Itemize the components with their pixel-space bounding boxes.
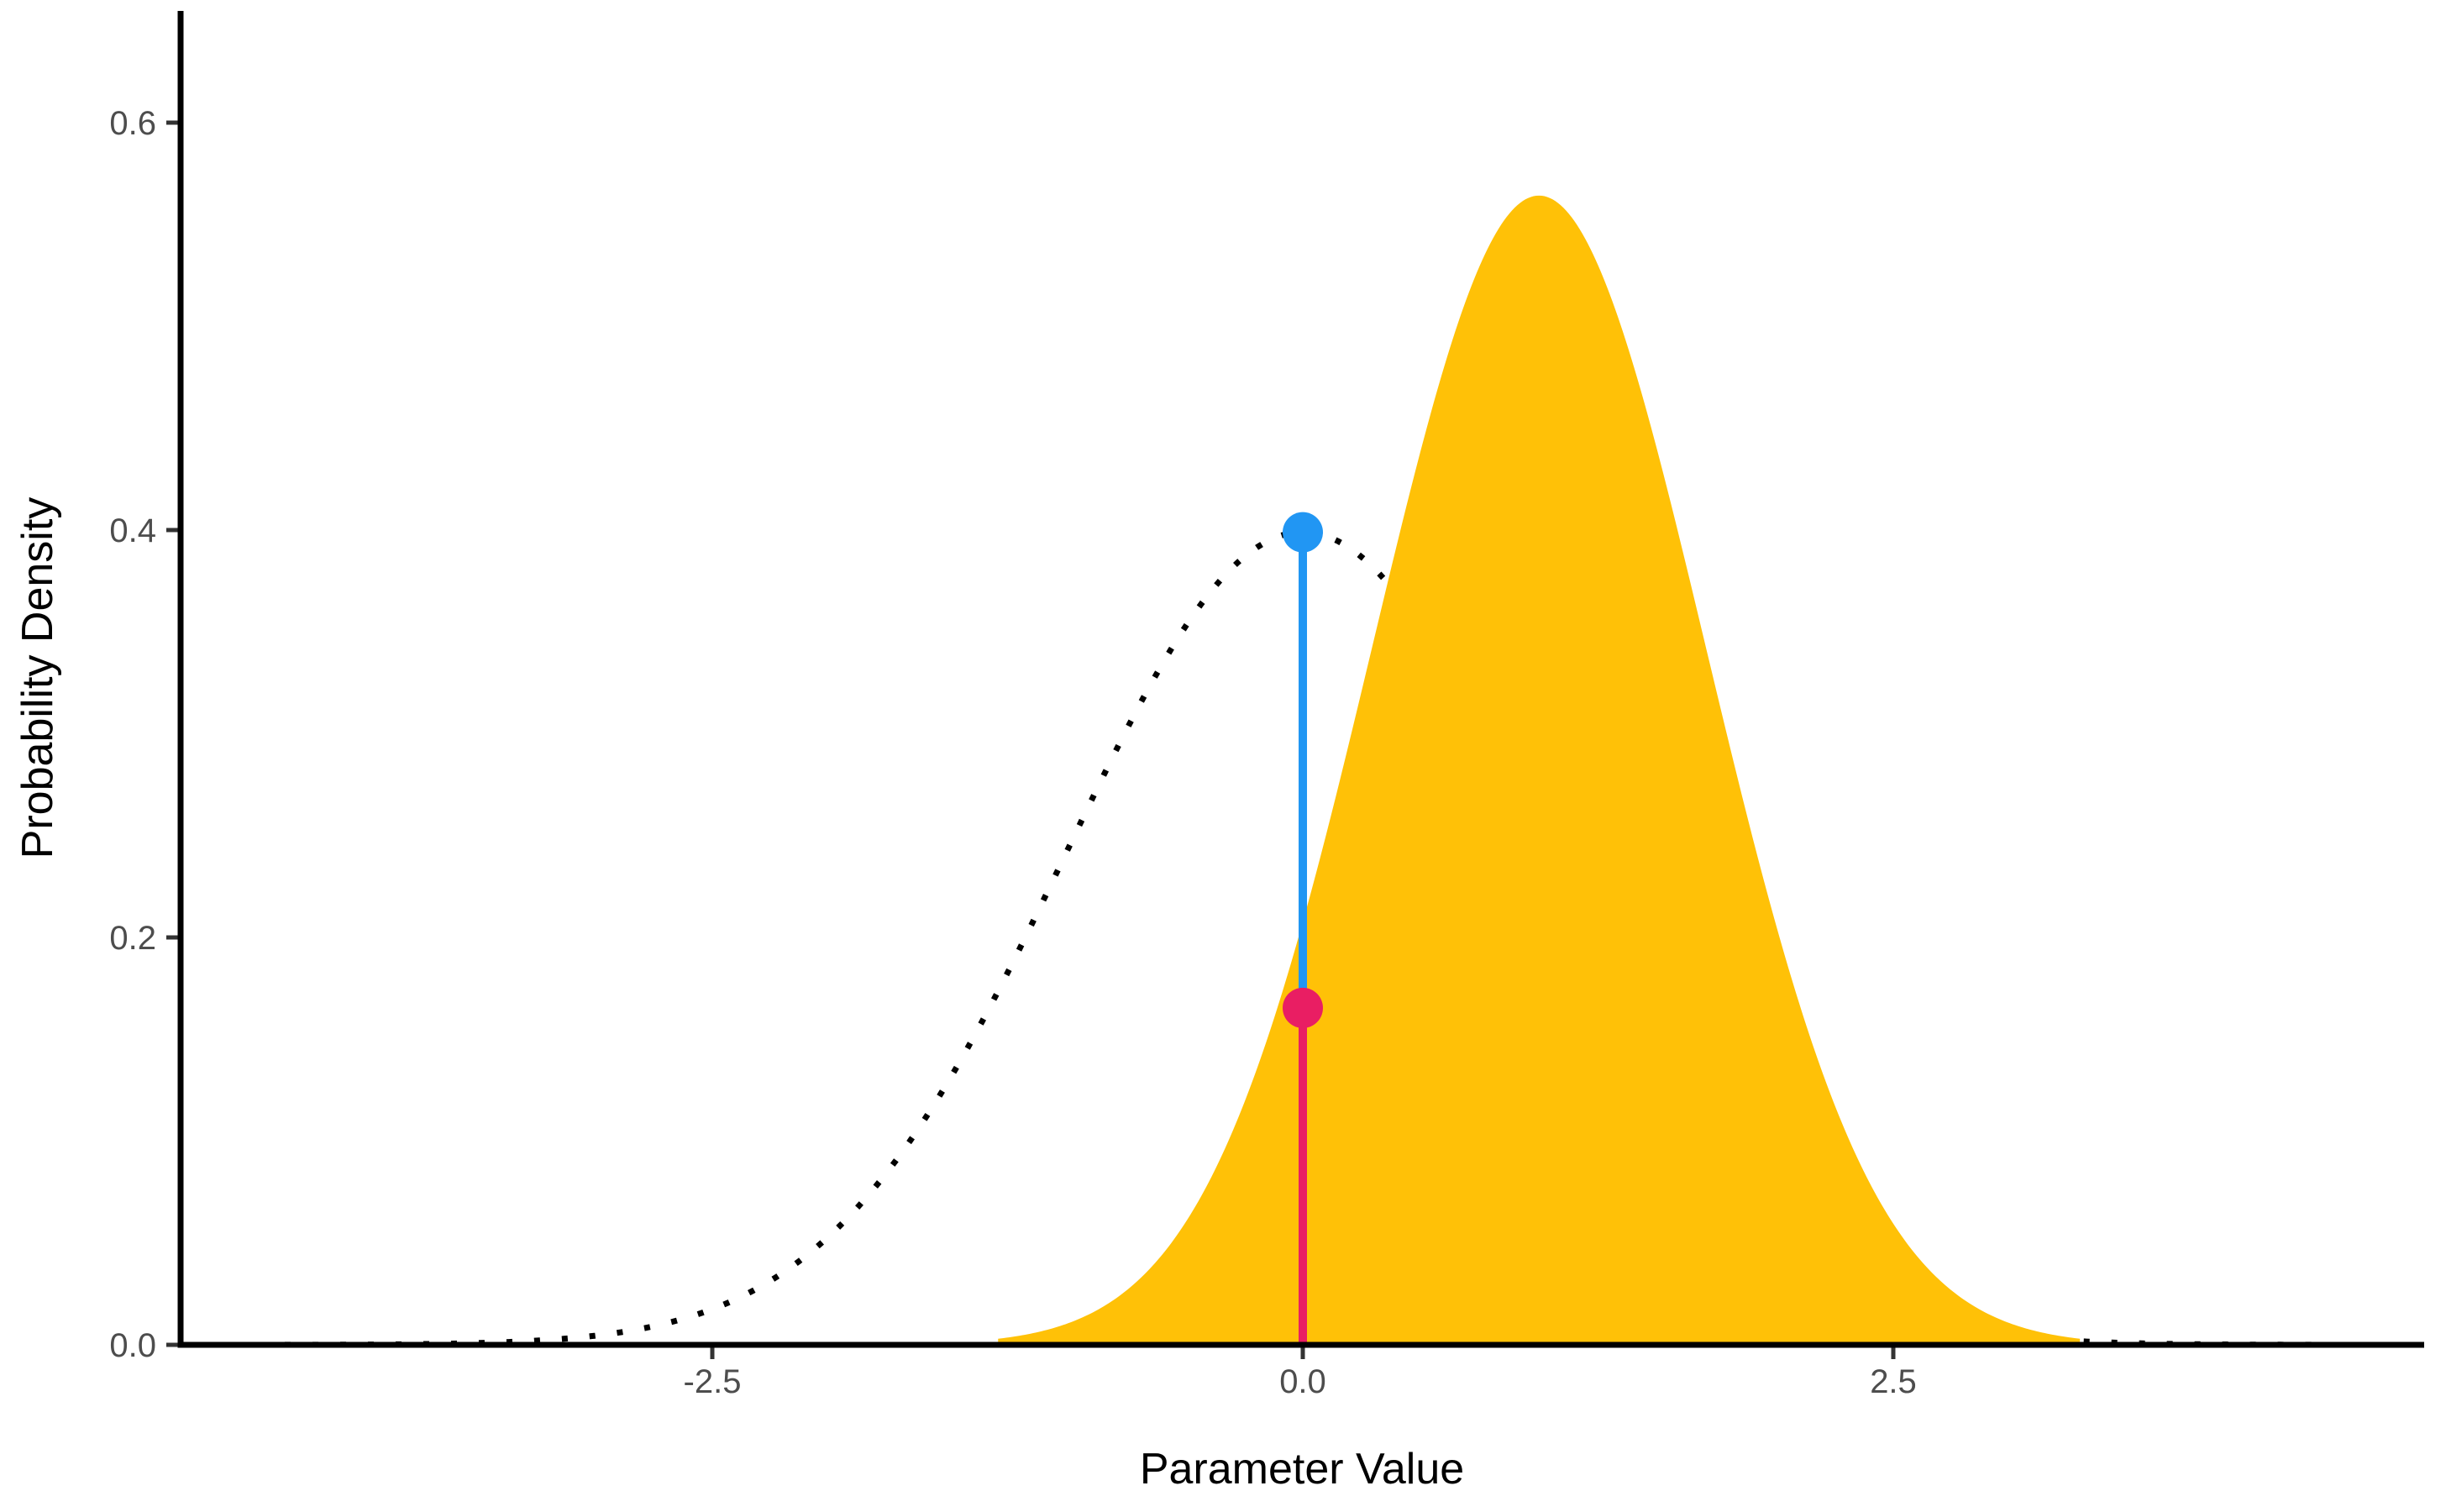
- x-tick-label: -2.5: [684, 1363, 742, 1400]
- y-tick-label: 0.4: [109, 512, 156, 549]
- y-tick-label: 0.6: [109, 105, 156, 142]
- ticks-layer: -2.5 0.0 2.5 0.0 0.2 0.4 0.6: [109, 105, 1916, 1400]
- y-tick-label: 0.0: [109, 1327, 156, 1364]
- curves-layer: [285, 195, 2321, 1348]
- y-tick-label: 0.2: [109, 920, 156, 957]
- x-tick-label: 2.5: [1870, 1363, 1917, 1400]
- x-axis-title: Parameter Value: [1140, 1445, 1464, 1494]
- points-layer: [1283, 512, 1323, 1028]
- prior-density-at-zero-point: [1283, 512, 1323, 553]
- axes-layer: -2.5 0.0 2.5 0.0 0.2 0.4 0.6 Parameter Value P…: [13, 11, 2424, 1494]
- posterior-area-curve: [998, 195, 2081, 1346]
- posterior-density-at-zero-point: [1283, 987, 1323, 1028]
- y-axis-title: Probability Density: [13, 497, 62, 859]
- x-tick-label: 0.0: [1279, 1363, 1326, 1400]
